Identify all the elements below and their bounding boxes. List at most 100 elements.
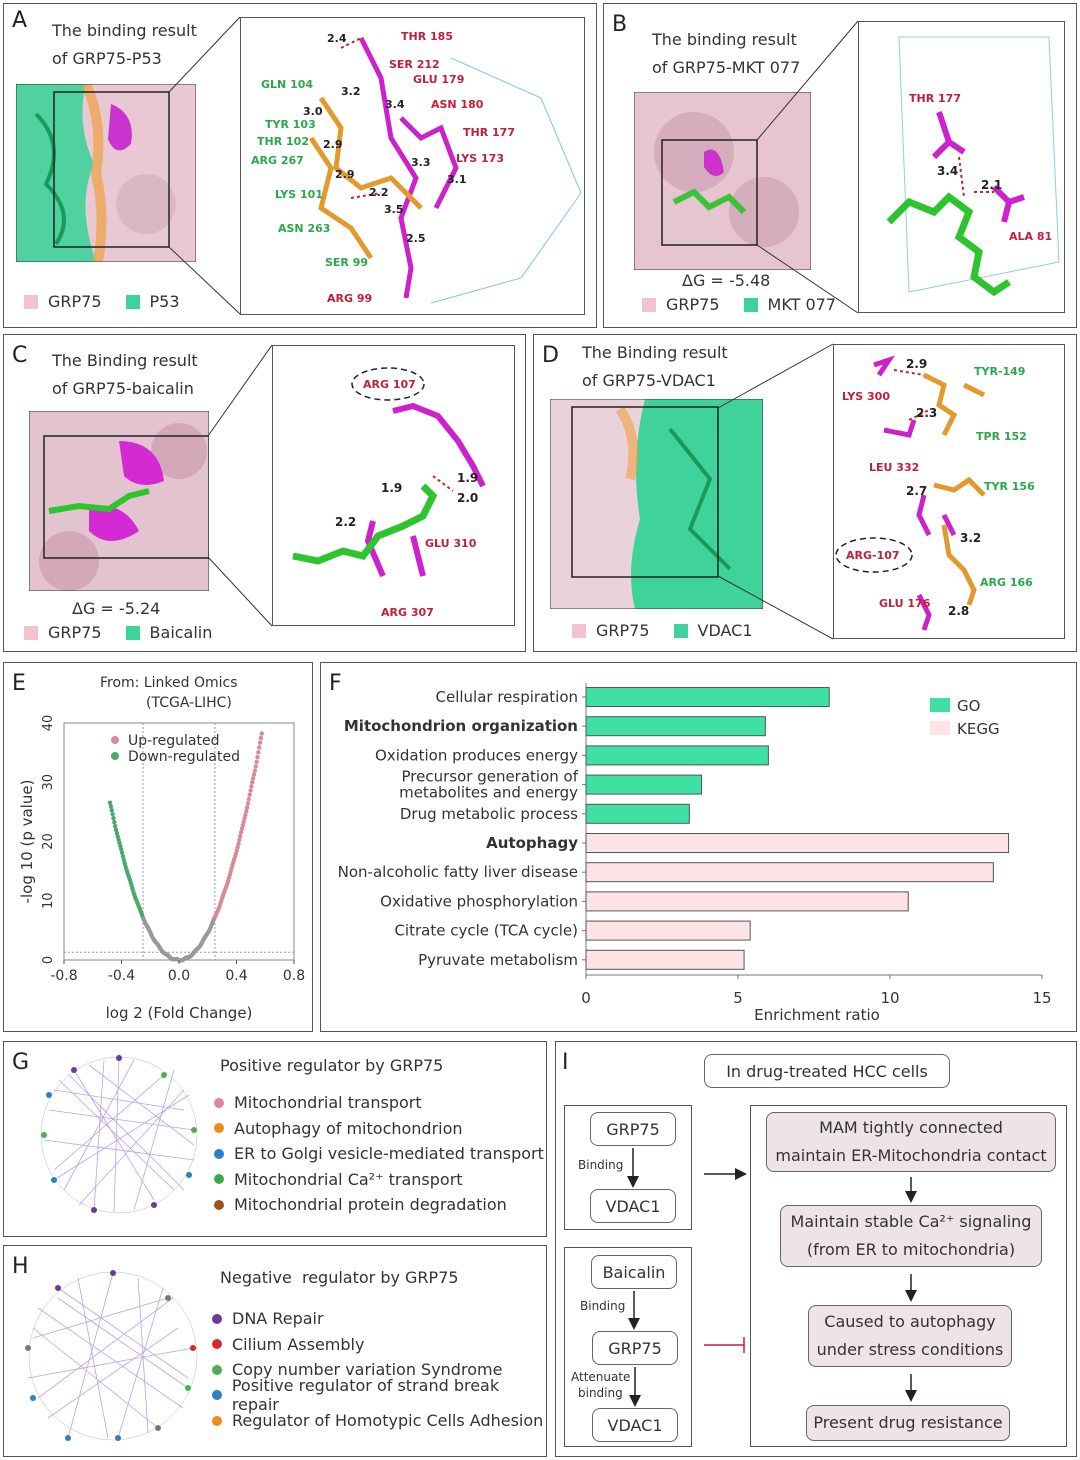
bar-9 bbox=[585, 949, 745, 970]
a-res-lys101: LYS 101 bbox=[275, 188, 323, 201]
panel-b-title-2: of GRP75-MKT 077 bbox=[652, 58, 801, 77]
negative-regulator-item: DNA Repair bbox=[212, 1306, 546, 1332]
c-dist-2: 1.9 bbox=[457, 471, 478, 485]
volcano-point bbox=[257, 745, 262, 750]
volcano-plot: -0.8 -0.4 0.0 0.4 0.8 0 10 20 30 40 log 2 (Fold Ch… bbox=[18, 715, 305, 1022]
d-res-arg107: ARG-107 bbox=[846, 549, 900, 562]
flow-arrows bbox=[627, 1148, 917, 1407]
volcano-point bbox=[107, 800, 113, 805]
panel-c: C The Binding result of GRP75-baicalin A… bbox=[3, 334, 526, 652]
volcano-ylabel: -log 10 (p value) bbox=[18, 780, 36, 904]
bar-xtick-label: 0 bbox=[581, 989, 591, 1007]
volcano-point bbox=[250, 776, 256, 781]
panel-h: H Negative regulator by GRP75 DNA Repair… bbox=[3, 1245, 547, 1457]
d-dist-2: 2.3 bbox=[916, 406, 937, 420]
positive-regulator-label: Mitochondrial transport bbox=[234, 1093, 422, 1113]
volcano-point bbox=[258, 735, 264, 741]
grp75-swatch bbox=[24, 625, 38, 640]
enrichment-bar-chart: Cellular respiration Mitochondrion organi… bbox=[338, 683, 1052, 1024]
panel-f: F Cellular respiration Mitochondrion orga… bbox=[320, 662, 1077, 1032]
legend-up-dot bbox=[111, 736, 119, 744]
panel-e-source-2: (TCGA-LIHC) bbox=[146, 695, 232, 711]
panel-e-source-1: From: Linked Omics bbox=[100, 675, 238, 691]
flow-binding-2: Binding bbox=[580, 1299, 626, 1313]
positive-regulator-label: Mitochondrial Ca²⁺ transport bbox=[234, 1169, 463, 1189]
volcano-point bbox=[237, 837, 242, 843]
negative-regulator-label: Regulator of Homotypic Cells Adhesion bbox=[232, 1411, 544, 1431]
volcano-point bbox=[249, 784, 254, 789]
volcano-point bbox=[112, 820, 117, 825]
volcano-point bbox=[257, 740, 263, 745]
flow-binding-3: binding bbox=[578, 1386, 623, 1400]
volcano-point bbox=[247, 792, 252, 797]
flow-grp75-1: GRP75 bbox=[590, 1112, 676, 1146]
a-dist-4: 3.4 bbox=[385, 98, 405, 111]
a-dist-10: 3.5 bbox=[384, 203, 404, 216]
a-res-ser212: SER 212 bbox=[389, 58, 440, 71]
negative-regulator-item: Copy number variation Syndrome bbox=[212, 1357, 546, 1383]
bar-4 bbox=[585, 803, 690, 824]
legend-p53: P53 bbox=[149, 292, 180, 311]
negative-regulator-item: Positive regulator of strand break repai… bbox=[212, 1376, 546, 1414]
flow-step-1-line2: maintain ER-Mitochondria contact bbox=[775, 1146, 1047, 1165]
volcano-point bbox=[252, 768, 258, 773]
a-dist-7: 2.9 bbox=[335, 168, 355, 181]
volcano-point bbox=[242, 816, 247, 821]
panel-h-network bbox=[25, 1270, 198, 1441]
bar-label-0: Cellular respiration bbox=[436, 688, 579, 706]
bar-label-2: Oxidation produces energy bbox=[375, 746, 578, 764]
panel-b-dg: ΔG = -5.48 bbox=[682, 271, 771, 290]
bar-label-1: Mitochondrion organization bbox=[344, 717, 578, 735]
negative-regulator-dot bbox=[212, 1313, 222, 1324]
legend-kegg-label: KEGG bbox=[957, 720, 1000, 738]
panel-g-network bbox=[40, 1055, 198, 1214]
p53-swatch bbox=[125, 294, 140, 309]
bar-3 bbox=[585, 774, 703, 795]
positive-regulator-dot bbox=[214, 1199, 224, 1210]
a-dist-11: 2.5 bbox=[406, 232, 426, 245]
grp75-swatch bbox=[642, 297, 656, 312]
volcano-point bbox=[238, 830, 244, 835]
panel-d-connectors bbox=[717, 343, 834, 640]
panel-i-letter: I bbox=[562, 1050, 569, 1075]
panel-c-title-2: of GRP75-baicalin bbox=[52, 379, 194, 398]
negative-regulator-item: Cilium Assembly bbox=[212, 1332, 546, 1358]
volcano-ytick-label: 0 bbox=[41, 956, 56, 964]
a-dist-1: 2.4 bbox=[327, 32, 347, 45]
a-res-thr177: THR 177 bbox=[463, 126, 515, 139]
volcano-ytick-label: 30 bbox=[41, 774, 56, 791]
a-res-gln104: GLN 104 bbox=[261, 78, 313, 91]
negative-regulator-dot bbox=[212, 1390, 222, 1401]
panel-d-surface bbox=[550, 399, 763, 609]
a-res-thr185: THR 185 bbox=[401, 30, 453, 43]
panel-d-residue-diagram: LYS 300 LEU 332 ARG-107 GLU 176 TYR-149 … bbox=[835, 355, 1035, 631]
legend-vdac1: VDAC1 bbox=[697, 621, 753, 640]
panel-g-list: Mitochondrial transport Autophagy of mito… bbox=[214, 1090, 544, 1218]
volcano-point bbox=[238, 833, 243, 839]
flow-step-3-line1: Caused to autophagy bbox=[824, 1312, 996, 1331]
flow-step-1-line1: MAM tightly connected bbox=[819, 1118, 1003, 1137]
volcano-point bbox=[110, 811, 115, 817]
d-res-tpr152: TPR 152 bbox=[976, 430, 1027, 443]
positive-regulator-item: Mitochondrial Ca²⁺ transport bbox=[214, 1167, 544, 1193]
bar-label-5: Autophagy bbox=[486, 834, 578, 852]
volcano-point bbox=[243, 812, 248, 818]
flow-vdac1-2: VDAC1 bbox=[592, 1408, 678, 1442]
volcano-point bbox=[239, 826, 245, 831]
d-dist-5: 2.8 bbox=[948, 604, 969, 618]
volcano-point bbox=[259, 731, 264, 736]
b-dist-1: 3.4 bbox=[937, 164, 958, 178]
volcano-point bbox=[250, 780, 255, 785]
volcano-point bbox=[255, 754, 260, 760]
panel-g: G Positive regulator by GRP75 Mitochondr… bbox=[3, 1041, 547, 1237]
legend-grp75: GRP75 bbox=[666, 295, 720, 314]
legend-mkt077: MKT 077 bbox=[767, 295, 836, 314]
a-res-glu179: GLU 179 bbox=[413, 73, 464, 86]
panel-a-letter: A bbox=[12, 8, 28, 33]
negative-regulator-dot bbox=[212, 1364, 222, 1375]
volcano-point bbox=[118, 843, 123, 849]
negative-regulator-dot bbox=[212, 1339, 222, 1350]
volcano-point bbox=[251, 772, 257, 777]
panel-b-residue-diagram: THR 177 ALA 81 3.4 2.1 bbox=[886, 36, 1060, 297]
panel-h-list: DNA Repair Cilium Assembly Copy number var… bbox=[212, 1306, 546, 1434]
